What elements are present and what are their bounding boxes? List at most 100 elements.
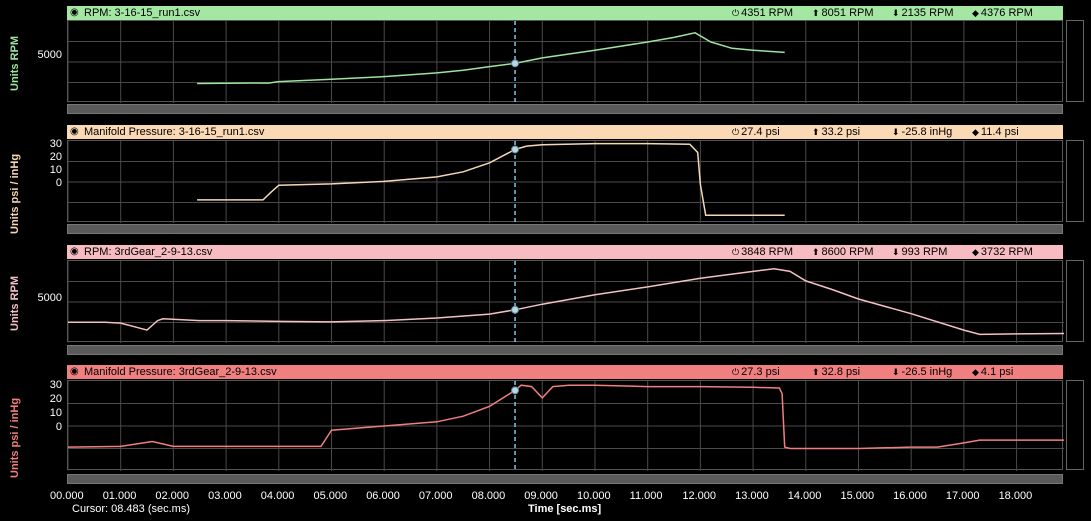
power-icon: ⏻ [732, 127, 740, 137]
plot-area[interactable] [67, 260, 1064, 343]
power-icon: ⏻ [732, 8, 740, 18]
series-line [197, 32, 785, 85]
stat-cursor: ⏻ 3848 RPM [732, 245, 793, 259]
diamond-icon: ◆ [972, 8, 979, 18]
y-tick-label: 10 [49, 406, 62, 419]
stat-max: ⬆ 8600 RPM [812, 245, 874, 259]
x-tick-label: 14.000 [787, 490, 822, 502]
channel-name: RPM: 3rdGear_2-9-13.csv [84, 246, 213, 258]
x-tick-label: 11.000 [629, 490, 663, 502]
plot-area[interactable] [67, 140, 1064, 223]
power-icon: ⏻ [732, 247, 740, 257]
arrow-down-icon: ⬇ [892, 8, 900, 18]
y-tick-label: 5000 [37, 291, 62, 304]
power-icon: ⏻ [732, 367, 740, 377]
y-tick-label: 10 [49, 163, 62, 176]
stat-max: ⬆ 8051 RPM [812, 6, 874, 20]
channel-header[interactable]: ◉ Manifold Pressure: 3-16-15_run1.csv ⏻ 27.… [67, 125, 1063, 139]
plot-area[interactable] [67, 380, 1064, 471]
plot-svg [68, 261, 1064, 343]
plot-svg [68, 141, 1064, 223]
eye-icon[interactable]: ◉ [70, 246, 79, 257]
stat-value: 4.1 psi [980, 366, 1014, 378]
stat-value: 4351 RPM [741, 7, 794, 19]
stat-value: 993 RPM [901, 246, 948, 258]
cursor-marker [511, 386, 520, 395]
cursor-marker [511, 145, 520, 154]
y-axis-label: Units RPM [9, 35, 21, 91]
stat-value: -25.8 inHg [901, 126, 953, 138]
stat-min: ⬇ 993 RPM [892, 245, 947, 259]
x-tick-label: 05.000 [313, 490, 348, 502]
x-tick-label: 15.000 [840, 490, 875, 502]
x-tick-label: 18.000 [998, 490, 1033, 502]
y-axis-label: Units psi / inHg [9, 397, 21, 478]
stat-value: 8051 RPM [821, 7, 874, 19]
horizontal-scrollbar[interactable] [67, 104, 1063, 114]
x-tick-label: 10.000 [576, 490, 611, 502]
plot-svg [68, 21, 1064, 103]
diamond-icon: ◆ [972, 127, 979, 137]
x-tick-label: 01.000 [102, 490, 137, 502]
stat-value: 32.8 psi [821, 366, 861, 378]
axis-scale-box[interactable] [1066, 260, 1084, 342]
stat-min: ⬇ -26.5 inHg [892, 365, 952, 379]
y-tick-label: 0 [55, 420, 62, 433]
x-tick-label: 00.000 [50, 490, 84, 502]
y-axis-label: Units psi / inHg [9, 153, 21, 234]
y-axis-label: Units RPM [9, 275, 21, 331]
arrow-up-icon: ⬆ [812, 8, 820, 18]
stat-value: 27.3 psi [741, 366, 780, 378]
channel-name: RPM: 3-16-15_run1.csv [84, 7, 201, 19]
stat-avg: ◆ 4.1 psi [972, 365, 1013, 379]
stat-value: 2135 RPM [901, 7, 954, 19]
x-tick-label: 03.000 [208, 490, 242, 502]
arrow-down-icon: ⬇ [892, 367, 900, 377]
y-tick-label: 0 [55, 176, 62, 189]
diamond-icon: ◆ [972, 247, 979, 257]
stat-value: 3848 RPM [741, 246, 794, 258]
plot-svg [68, 381, 1064, 471]
stat-avg: ◆ 11.4 psi [972, 125, 1019, 139]
eye-icon[interactable]: ◉ [70, 126, 79, 137]
stat-cursor: ⏻ 27.3 psi [732, 365, 780, 379]
plot-area[interactable] [67, 20, 1064, 103]
channel-header[interactable]: ◉ RPM: 3-16-15_run1.csv ⏻ 4351 RPM ⬆ 8051 RPM… [67, 6, 1063, 20]
y-tick-label: 30 [49, 378, 62, 391]
channel-header[interactable]: ◉ Manifold Pressure: 3rdGear_2-9-13.csv ⏻ 2… [67, 365, 1063, 379]
stat-value: 8600 RPM [821, 246, 874, 258]
stat-value: -26.5 inHg [901, 366, 953, 378]
axis-scale-box[interactable] [1066, 20, 1084, 102]
stat-value: 3732 RPM [980, 246, 1033, 258]
stat-avg: ◆ 4376 RPM [972, 6, 1033, 20]
arrow-down-icon: ⬇ [892, 127, 900, 137]
stat-value: 27.4 psi [741, 126, 780, 138]
horizontal-scrollbar[interactable] [67, 345, 1063, 355]
series-line [197, 142, 785, 217]
y-tick-label: 20 [49, 392, 62, 405]
series-line [68, 384, 1064, 450]
axis-scale-box[interactable] [1066, 140, 1084, 222]
cursor-marker [511, 59, 520, 68]
stat-value: 4376 RPM [980, 7, 1033, 19]
x-tick-label: 04.000 [260, 490, 295, 502]
x-tick-label: 16.000 [893, 490, 927, 502]
horizontal-scrollbar[interactable] [67, 224, 1063, 234]
horizontal-scrollbar[interactable] [67, 474, 1063, 484]
stat-value: 33.2 psi [821, 126, 861, 138]
x-tick-label: 13.000 [735, 490, 769, 502]
arrow-up-icon: ⬆ [812, 367, 820, 377]
axis-scale-box[interactable] [1066, 380, 1084, 470]
y-tick-label: 20 [49, 150, 62, 163]
arrow-up-icon: ⬆ [812, 247, 820, 257]
stat-cursor: ⏻ 27.4 psi [732, 125, 780, 139]
x-tick-label: 17.000 [945, 490, 980, 502]
channel-header[interactable]: ◉ RPM: 3rdGear_2-9-13.csv ⏻ 3848 RPM ⬆ 8600 R… [67, 245, 1063, 259]
x-tick-label: 02.000 [155, 490, 190, 502]
stat-avg: ◆ 3732 RPM [972, 245, 1033, 259]
y-tick-label: 30 [49, 138, 62, 151]
arrow-down-icon: ⬇ [892, 247, 900, 257]
stat-max: ⬆ 32.8 psi [812, 365, 860, 379]
eye-icon[interactable]: ◉ [70, 366, 79, 377]
eye-icon[interactable]: ◉ [70, 7, 79, 18]
